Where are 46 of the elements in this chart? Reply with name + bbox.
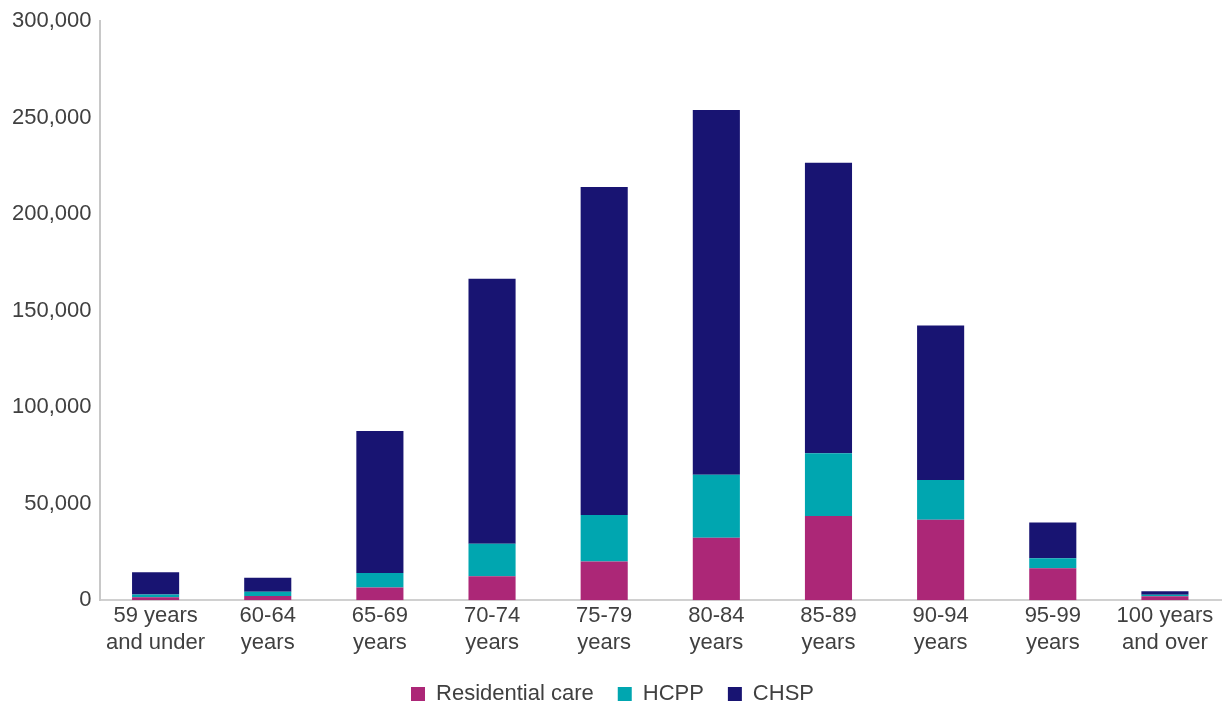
- y-tick-label: 150,000: [11, 296, 92, 322]
- x-tick-label: 70-74 years: [463, 602, 521, 654]
- bar: [1029, 568, 1077, 601]
- bar: [356, 587, 404, 601]
- x-tick-label: 90-94 years: [912, 602, 969, 654]
- bar: [917, 479, 965, 520]
- bar: [1029, 558, 1077, 569]
- bar: [580, 515, 628, 562]
- x-tick-label: 59 years and under: [106, 602, 206, 654]
- bar: [132, 572, 180, 595]
- x-tick-label: 60-64 years: [239, 602, 296, 654]
- bar: [1029, 522, 1077, 559]
- bar: [692, 109, 740, 475]
- bar: [804, 516, 853, 601]
- x-tick-label: 100 years and over: [1116, 602, 1214, 654]
- bar: [244, 595, 292, 601]
- y-tick-label: 250,000: [11, 103, 92, 129]
- y-tick-label: 300,000: [11, 7, 92, 33]
- bar: [1141, 596, 1189, 601]
- bar: [580, 186, 628, 516]
- bar: [580, 561, 628, 601]
- bar: [468, 278, 516, 544]
- bar: [468, 543, 516, 577]
- x-tick-label: 80-84 years: [688, 602, 745, 654]
- y-tick-label: 200,000: [11, 200, 92, 226]
- bar: [804, 453, 853, 517]
- bar: [356, 430, 404, 573]
- y-tick-label: 0: [79, 586, 92, 612]
- x-tick-label: 75-79 years: [576, 602, 633, 654]
- legend-label: CHSP: [752, 680, 814, 706]
- y-tick-label: 50,000: [24, 489, 92, 515]
- bar: [804, 162, 853, 454]
- x-tick-label: 95-99 years: [1024, 602, 1081, 654]
- x-tick-label: 65-69 years: [351, 602, 409, 654]
- bar: [692, 474, 740, 538]
- legend-label: Residential care: [436, 680, 594, 706]
- bar: [917, 325, 965, 480]
- y-tick-label: 100,000: [11, 393, 92, 419]
- x-tick-label: 85-89 years: [800, 602, 857, 654]
- bar: [244, 577, 292, 592]
- bar: [917, 519, 965, 601]
- bar: [468, 576, 516, 601]
- bar: [692, 537, 740, 601]
- bar: [356, 572, 404, 588]
- bar: [244, 591, 292, 596]
- legend-label: HCPP: [642, 680, 704, 706]
